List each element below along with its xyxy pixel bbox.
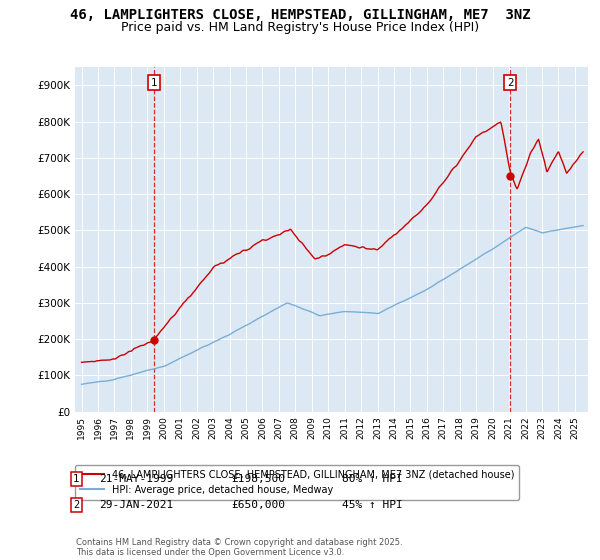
Text: 80% ↑ HPI: 80% ↑ HPI <box>342 474 403 484</box>
Text: Contains HM Land Registry data © Crown copyright and database right 2025.
This d: Contains HM Land Registry data © Crown c… <box>76 538 403 557</box>
Text: 21-MAY-1999: 21-MAY-1999 <box>99 474 173 484</box>
Text: £650,000: £650,000 <box>231 500 285 510</box>
Text: 46, LAMPLIGHTERS CLOSE, HEMPSTEAD, GILLINGHAM, ME7  3NZ: 46, LAMPLIGHTERS CLOSE, HEMPSTEAD, GILLI… <box>70 8 530 22</box>
Text: 45% ↑ HPI: 45% ↑ HPI <box>342 500 403 510</box>
Text: 2: 2 <box>73 500 79 510</box>
Text: Price paid vs. HM Land Registry's House Price Index (HPI): Price paid vs. HM Land Registry's House … <box>121 21 479 34</box>
Text: 1: 1 <box>73 474 79 484</box>
Legend: 46, LAMPLIGHTERS CLOSE, HEMPSTEAD, GILLINGHAM, ME7 3NZ (detached house), HPI: Av: 46, LAMPLIGHTERS CLOSE, HEMPSTEAD, GILLI… <box>75 465 520 500</box>
Text: 29-JAN-2021: 29-JAN-2021 <box>99 500 173 510</box>
Text: 2: 2 <box>507 78 514 88</box>
Text: 1: 1 <box>151 78 157 88</box>
Text: £198,500: £198,500 <box>231 474 285 484</box>
